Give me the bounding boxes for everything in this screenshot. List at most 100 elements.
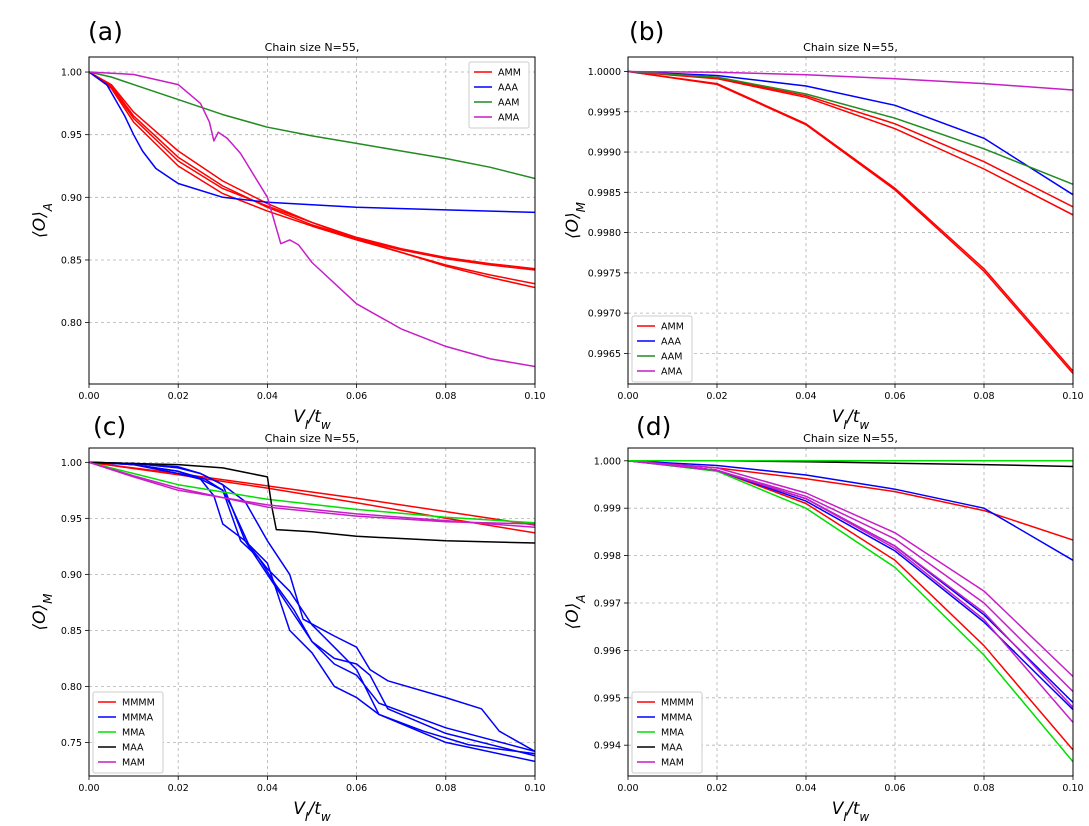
y-tick-label: 0.9980 [588, 228, 621, 239]
y-tick-label: 0.9975 [588, 268, 621, 279]
x-tick-label: 0.10 [524, 391, 545, 402]
y-tick-label: 0.9990 [588, 148, 621, 159]
axes-frame [88, 56, 536, 385]
legend-entry: MAM [661, 758, 684, 769]
x-tick-label: 0.06 [884, 391, 905, 402]
y-tick-label: 1.00 [61, 68, 82, 79]
x-axis-label: VI/tw [832, 407, 870, 432]
x-tick-label: 0.08 [435, 783, 456, 794]
x-tick-label: 0.06 [884, 783, 905, 794]
series-line-aam [628, 70, 1073, 185]
series-line-amm [89, 71, 535, 285]
chart-title: Chain size N=55, [803, 41, 898, 54]
legend-entry: MAM [122, 758, 145, 769]
chart-title: Chain size N=55, [265, 432, 360, 445]
y-tick-label: 0.999 [594, 504, 621, 515]
y-tick-label: 0.85 [61, 626, 82, 637]
legend-entry: AAM [498, 98, 519, 109]
legend-box [92, 691, 164, 774]
x-axis-label: VI/tw [293, 799, 331, 824]
grid [88, 57, 536, 384]
y-axis-label: ⟨O⟩A [30, 203, 55, 238]
chart-title: Chain size N=55, [803, 432, 898, 445]
series-line-mmma [89, 461, 535, 757]
series-line-mmma [628, 460, 1073, 704]
legend: AMM AAA AAM AMA [631, 315, 693, 383]
y-axis-label: ⟨O⟩M [563, 201, 588, 239]
x-tick-label: 0.00 [617, 783, 638, 794]
series-line-aaa [628, 70, 1073, 196]
x-axis-label: VI/tw [293, 407, 331, 432]
legend-entry: MAA [661, 743, 683, 754]
legend-entry: AAA [661, 337, 682, 348]
x-tick-label: 0.08 [435, 391, 456, 402]
series-line-mam [628, 460, 1073, 678]
series-line-mmmm [89, 461, 535, 526]
series-line-mam [89, 461, 535, 529]
x-tick-label: 0.04 [257, 783, 278, 794]
y-tick-label: 0.998 [594, 551, 621, 562]
series-group [628, 460, 1073, 763]
series-line-mam [628, 460, 1073, 708]
y-tick-label: 0.75 [61, 738, 82, 749]
panel-label: (c) [93, 412, 126, 441]
y-tick-label: 0.85 [61, 255, 82, 266]
legend-entry: AMA [661, 367, 683, 378]
series-line-mmmm [628, 460, 1073, 541]
series-line-amm [628, 70, 1073, 208]
legend-entry: AMM [498, 68, 521, 79]
legend-entry: MAA [122, 743, 144, 754]
series-line-mmma [628, 460, 1073, 561]
x-tick-label: 0.06 [346, 391, 367, 402]
legend-entry: MMA [122, 728, 145, 739]
legend-entry: MMA [661, 728, 684, 739]
x-tick-label: 0.00 [78, 391, 99, 402]
chart-title: Chain size N=55, [265, 41, 360, 54]
series-line-mam [89, 461, 535, 525]
axes-frame [627, 56, 1074, 385]
legend-entry: AMM [661, 322, 684, 333]
legend-box [631, 691, 703, 774]
series-line-maa [89, 461, 535, 544]
panel-c: (c) Chain size N=55, 0.00 0.02 0.04 0.06 0.08 0… [30, 412, 546, 824]
y-tick-label: 1.00 [61, 458, 82, 469]
series-line-amm [89, 71, 535, 270]
legend: AMM AAA AAM AMA [468, 61, 530, 129]
y-tick-label: 0.996 [594, 646, 621, 657]
series-line-aam [89, 71, 535, 180]
panel-label: (d) [636, 412, 671, 441]
series-line-amm [89, 71, 535, 289]
series-line-ama [89, 71, 535, 368]
panel-label: (a) [88, 17, 123, 46]
legend-entry: MMMA [661, 713, 693, 724]
panel-a: (a) Chain size N=55, 0.00 0.02 0.04 0.06 0.08 0… [30, 17, 546, 432]
series-line-mmma [89, 461, 535, 753]
x-tick-label: 0.02 [168, 783, 189, 794]
y-tick-label: 0.90 [61, 570, 82, 581]
x-tick-label: 0.02 [706, 783, 727, 794]
y-tick-label: 1.000 [594, 456, 621, 467]
x-tick-label: 0.04 [795, 391, 816, 402]
x-tick-label: 0.06 [346, 783, 367, 794]
legend-box [468, 61, 530, 129]
y-tick-label: 0.95 [61, 514, 82, 525]
x-tick-label: 0.04 [257, 391, 278, 402]
legend-entry: AAM [661, 352, 682, 363]
x-tick-label: 0.02 [168, 391, 189, 402]
y-axis-label: ⟨O⟩M [30, 593, 55, 631]
y-tick-label: 0.997 [594, 598, 621, 609]
series-group [628, 70, 1073, 374]
legend-entry: MMMM [661, 698, 694, 709]
legend-entry: AAA [498, 83, 519, 94]
y-tick-label: 0.80 [61, 682, 82, 693]
y-tick-label: 1.0000 [588, 67, 621, 78]
y-tick-label: 0.80 [61, 318, 82, 329]
x-axis-label: VI/tw [832, 799, 870, 824]
series-line-amm [89, 71, 535, 271]
y-tick-label: 0.994 [594, 741, 621, 752]
y-tick-label: 0.9970 [588, 309, 621, 320]
x-tick-label: 0.00 [78, 783, 99, 794]
y-axis-label: ⟨O⟩A [563, 595, 588, 630]
series-group [89, 71, 535, 368]
